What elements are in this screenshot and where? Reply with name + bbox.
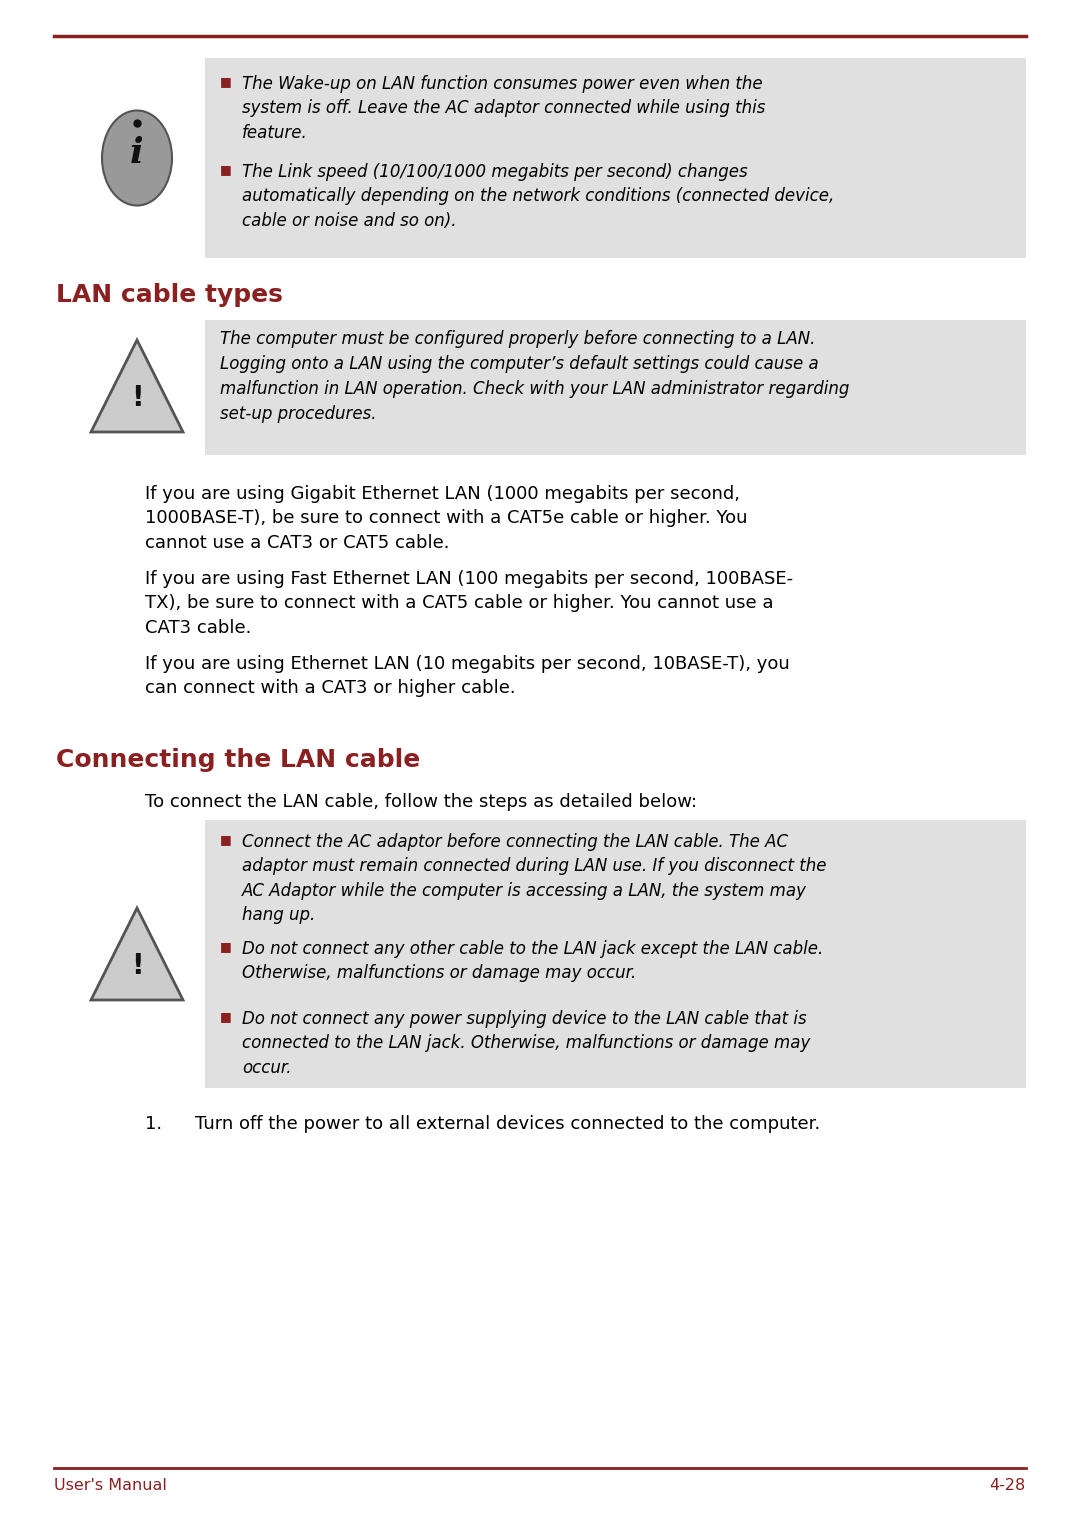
FancyBboxPatch shape	[205, 319, 1026, 455]
Text: LAN cable types: LAN cable types	[56, 283, 283, 307]
Text: To connect the LAN cable, follow the steps as detailed below:: To connect the LAN cable, follow the ste…	[145, 792, 697, 811]
Text: If you are using Ethernet LAN (10 megabits per second, 10BASE-T), you
can connec: If you are using Ethernet LAN (10 megabi…	[145, 656, 789, 697]
Text: ■: ■	[220, 75, 232, 88]
Text: If you are using Gigabit Ethernet LAN (1000 megabits per second,
1000BASE-T), be: If you are using Gigabit Ethernet LAN (1…	[145, 485, 747, 552]
Text: 4-28: 4-28	[989, 1478, 1026, 1494]
Text: User's Manual: User's Manual	[54, 1478, 167, 1494]
Text: 1.: 1.	[145, 1115, 162, 1133]
Text: Turn off the power to all external devices connected to the computer.: Turn off the power to all external devic…	[195, 1115, 820, 1133]
Text: !: !	[131, 952, 144, 980]
Text: If you are using Fast Ethernet LAN (100 megabits per second, 100BASE-
TX), be su: If you are using Fast Ethernet LAN (100 …	[145, 570, 793, 637]
Polygon shape	[91, 908, 183, 999]
Text: Do not connect any other cable to the LAN jack except the LAN cable.
Otherwise, : Do not connect any other cable to the LA…	[242, 940, 823, 983]
Text: ■: ■	[220, 1010, 232, 1024]
Text: ■: ■	[220, 834, 232, 846]
FancyBboxPatch shape	[205, 820, 1026, 1088]
Ellipse shape	[102, 111, 172, 205]
Text: The Link speed (10/100/1000 megabits per second) changes
automatically depending: The Link speed (10/100/1000 megabits per…	[242, 163, 834, 230]
Text: i: i	[130, 135, 144, 170]
Text: Connect the AC adaptor before connecting the LAN cable. The AC
adaptor must rema: Connect the AC adaptor before connecting…	[242, 834, 826, 923]
Text: The Wake-up on LAN function consumes power even when the
system is off. Leave th: The Wake-up on LAN function consumes pow…	[242, 75, 766, 141]
Text: !: !	[131, 383, 144, 412]
Text: Connecting the LAN cable: Connecting the LAN cable	[56, 748, 420, 773]
Text: ■: ■	[220, 940, 232, 954]
Text: Do not connect any power supplying device to the LAN cable that is
connected to : Do not connect any power supplying devic…	[242, 1010, 810, 1077]
Text: The computer must be configured properly before connecting to a LAN.
Logging ont: The computer must be configured properly…	[220, 330, 849, 423]
Text: ■: ■	[220, 163, 232, 176]
Polygon shape	[91, 341, 183, 432]
FancyBboxPatch shape	[205, 58, 1026, 259]
